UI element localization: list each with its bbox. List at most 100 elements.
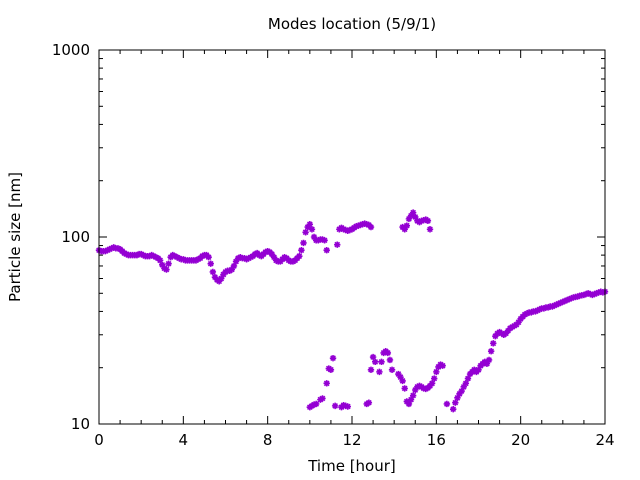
data-point — [304, 223, 311, 231]
data-point — [211, 273, 219, 281]
data-point — [483, 360, 491, 367]
data-point — [504, 327, 512, 335]
data-point — [424, 217, 432, 225]
data-point — [439, 362, 446, 369]
data-point — [268, 250, 276, 258]
data-point — [428, 380, 436, 387]
data-point — [407, 212, 415, 219]
data-point — [568, 295, 575, 302]
data-point — [319, 236, 326, 243]
data-point — [559, 298, 567, 306]
data-point — [490, 340, 497, 347]
data-point — [456, 390, 463, 398]
data-point — [399, 377, 406, 385]
data-point — [367, 223, 375, 231]
data-point — [397, 373, 404, 381]
data-point — [298, 246, 305, 254]
data-point — [344, 403, 351, 410]
data-point — [108, 245, 115, 252]
data-point — [369, 353, 377, 361]
data-point — [412, 386, 419, 394]
data-point — [589, 291, 596, 299]
data-point — [462, 380, 470, 387]
data-point — [597, 288, 604, 295]
data-point — [388, 366, 396, 373]
data-point — [163, 266, 170, 273]
data-point — [458, 387, 465, 395]
data-point — [555, 300, 562, 307]
data-point — [209, 268, 217, 276]
data-point — [331, 402, 339, 410]
x-tick-label: 20 — [511, 431, 530, 449]
data-point — [502, 330, 510, 337]
data-point — [327, 366, 335, 373]
data-point — [215, 278, 223, 285]
x-tick-label: 12 — [342, 431, 361, 449]
data-point — [405, 400, 413, 408]
y-axis-label: Particle size [nm] — [6, 172, 24, 302]
data-point — [319, 395, 326, 402]
data-point — [300, 239, 307, 247]
data-point — [334, 241, 341, 248]
data-point — [296, 252, 303, 260]
data-point — [104, 246, 111, 254]
data-point — [114, 245, 122, 252]
data-point — [407, 396, 415, 403]
data-point — [565, 295, 573, 303]
data-point — [165, 260, 172, 267]
data-point — [426, 226, 434, 233]
data-point — [376, 368, 383, 376]
data-point — [487, 348, 495, 355]
data-point — [323, 246, 330, 254]
data-point — [580, 291, 588, 299]
data-point — [405, 215, 413, 223]
data-point — [102, 247, 109, 255]
data-point — [395, 370, 402, 378]
data-point — [106, 246, 113, 253]
data-point — [431, 375, 438, 382]
x-tick-label: 16 — [427, 431, 446, 449]
data-point — [270, 253, 278, 261]
data-point — [230, 262, 238, 270]
plot-frame — [98, 49, 606, 425]
data-point — [454, 394, 461, 402]
data-point — [574, 293, 581, 300]
data-point — [401, 226, 408, 233]
data-point — [485, 356, 493, 364]
x-tick-label: 0 — [94, 431, 104, 449]
y-tick-label: 100 — [61, 228, 90, 246]
data-point — [557, 299, 564, 306]
data-point — [403, 222, 411, 229]
data-point — [232, 258, 240, 265]
data-point — [433, 368, 440, 376]
data-point — [591, 290, 598, 298]
data-point — [561, 297, 569, 305]
data-point — [450, 405, 457, 413]
data-point — [401, 385, 408, 392]
x-axis-label: Time [hour] — [307, 457, 396, 475]
data-point — [156, 257, 164, 264]
data-point — [310, 233, 318, 241]
data-point — [312, 400, 320, 408]
data-point — [315, 237, 322, 244]
x-tick-label: 24 — [595, 431, 614, 449]
data-point — [409, 209, 417, 216]
data-point — [549, 303, 556, 310]
data-point — [492, 332, 499, 340]
data-point — [228, 266, 236, 273]
data-point — [540, 305, 548, 312]
data-point — [582, 290, 590, 298]
y-tick-label: 1000 — [52, 41, 90, 59]
data-point — [409, 392, 417, 399]
y-tick-label: 10 — [71, 415, 90, 433]
data-point — [220, 271, 227, 278]
data-point — [386, 356, 394, 364]
data-point — [515, 319, 522, 326]
data-point — [464, 375, 472, 382]
x-tick-label: 4 — [179, 431, 189, 449]
data-point — [452, 399, 459, 406]
data-point — [302, 229, 309, 236]
data-point — [159, 261, 166, 269]
x-tick-label: 8 — [263, 431, 273, 449]
